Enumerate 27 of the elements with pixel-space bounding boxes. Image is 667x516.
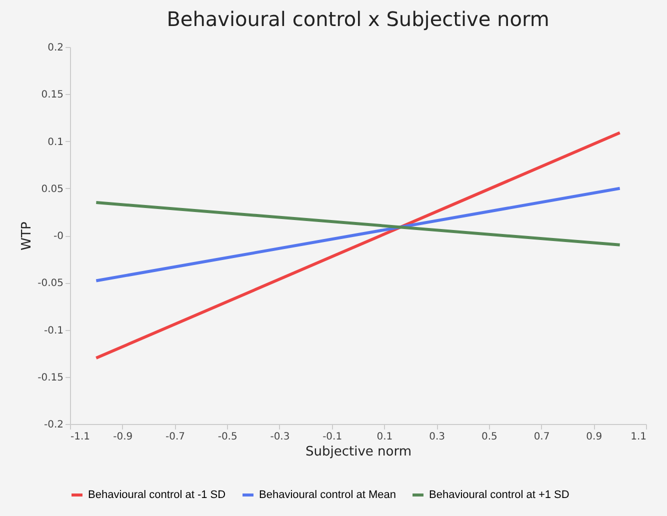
x-tick-label: 0.9: [586, 432, 602, 442]
y-tick-label: 0.15: [41, 90, 64, 101]
y-tick-label: -0.1: [44, 325, 64, 336]
y-tick-label: -0: [54, 231, 64, 242]
y-tick-label: -0.15: [38, 372, 64, 384]
y-tick-label: 0.05: [41, 184, 64, 195]
legend-label: Behavioural control at Mean: [259, 489, 396, 501]
chart-title: Behavioural control x Subjective norm: [166, 7, 550, 31]
y-tick-label: -0.2: [44, 420, 64, 430]
x-tick-label: 0.3: [429, 432, 445, 442]
x-axis-title: Subjective norm: [305, 444, 412, 460]
x-tick-label: -1.1: [70, 432, 90, 442]
x-tick-label: -0.7: [165, 432, 185, 442]
x-tick-label: -0.5: [218, 432, 238, 442]
x-tick-label: -0.9: [113, 432, 133, 442]
y-tick-label: -0.05: [38, 278, 64, 290]
y-tick-label: 0.1: [48, 136, 64, 148]
y-tick-label: 0.2: [48, 42, 64, 54]
x-tick-label: -0.1: [322, 432, 342, 442]
x-tick-label: -0.3: [270, 432, 290, 442]
x-tick-label: 0.1: [376, 432, 393, 442]
x-tick-label: 1.1: [630, 432, 646, 442]
legend-label: Behavioural control at -1 SD: [88, 489, 226, 501]
y-axis-title: WTP: [20, 222, 35, 250]
x-tick-label: 0.7: [534, 432, 550, 442]
legend-label: Behavioural control at +1 SD: [429, 489, 570, 501]
x-tick-label: 0.5: [481, 432, 498, 442]
